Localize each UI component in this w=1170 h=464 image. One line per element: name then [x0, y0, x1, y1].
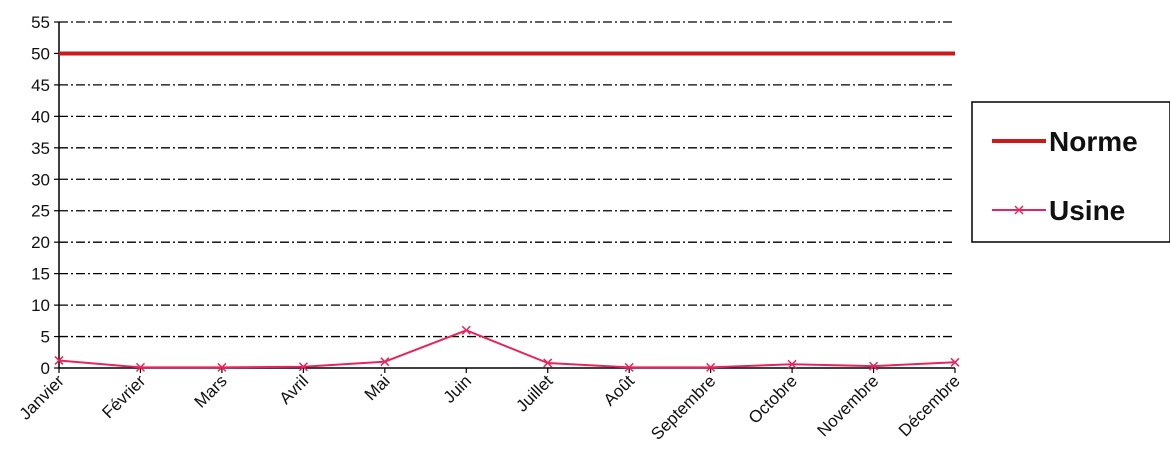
- x-tick-label: Janvier: [16, 371, 68, 423]
- series: [54, 51, 960, 372]
- y-tick-label: 30: [31, 170, 50, 189]
- y-tick-label: 50: [31, 44, 50, 63]
- data-point-usine: [217, 362, 227, 372]
- data-point-usine: [950, 357, 960, 367]
- grid-lines: [59, 21, 955, 338]
- data-point-usine: [706, 362, 716, 372]
- y-tick-label: 25: [31, 202, 50, 221]
- x-tick-label: Mai: [361, 371, 394, 404]
- series-line-usine: [58, 329, 956, 369]
- x-tick-label: Juin: [440, 371, 475, 406]
- x-tick-label: Novembre: [813, 371, 882, 440]
- x-tick-label: Mars: [191, 371, 231, 411]
- data-point-usine: [787, 359, 797, 369]
- data-point-usine: [380, 357, 390, 367]
- y-tick-label: 40: [31, 107, 50, 126]
- x-tick-label: Août: [600, 371, 638, 409]
- data-point-usine: [54, 355, 64, 365]
- y-tick-label: 35: [31, 139, 50, 158]
- x-tick-label: Avril: [276, 371, 313, 408]
- x-tick-label: Février: [98, 371, 149, 422]
- y-tick-label: 20: [31, 233, 50, 252]
- data-point-usine: [298, 362, 308, 372]
- x-tick-label: Décembre: [895, 371, 964, 440]
- data-point-usine: [135, 362, 145, 372]
- y-tick-labels: 0 5 10 15 20 25 30 35 40 45 50 55: [31, 13, 50, 378]
- legend: Norme Usine: [971, 101, 1170, 243]
- x-tick-label: Octobre: [745, 371, 801, 427]
- legend-marker-usine: [1014, 205, 1024, 215]
- y-tick-label: 5: [41, 328, 50, 347]
- data-point-usine: [543, 358, 553, 368]
- legend-box: [971, 101, 1170, 243]
- data-point-usine: [624, 362, 634, 372]
- legend-label-norme: Norme: [1049, 126, 1138, 157]
- y-tick-label: 10: [31, 296, 50, 315]
- x-tick-label: Juillet: [512, 371, 556, 415]
- x-tick-label: Septembre: [647, 371, 719, 443]
- y-tick-label: 55: [31, 13, 50, 32]
- data-point-usine: [461, 325, 471, 335]
- legend-label-usine: Usine: [1049, 195, 1125, 226]
- y-tick-label: 0: [41, 359, 50, 378]
- data-point-usine: [869, 361, 879, 371]
- y-tick-label: 45: [31, 76, 50, 95]
- x-tick-labels: Janvier Février Mars Avril Mai Juin Juillet Aoû…: [16, 371, 964, 443]
- y-tick-label: 15: [31, 265, 50, 284]
- axes: [54, 21, 956, 373]
